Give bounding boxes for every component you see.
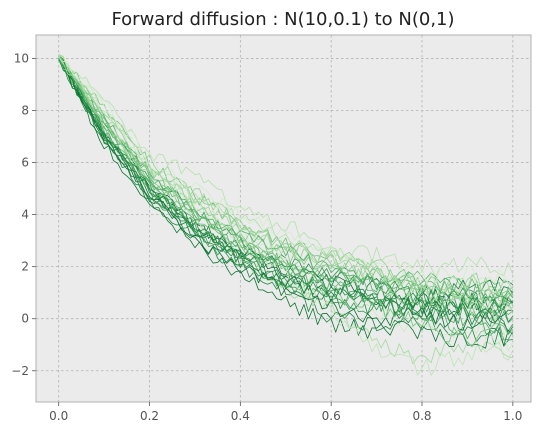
plot-area [35,34,532,403]
series-line-7 [58,54,514,278]
series-line-26 [58,58,514,348]
y-tick-label-3: 4 [21,208,29,222]
x-tick-label-0: 0.0 [49,409,68,423]
series-layer [58,54,514,376]
y-tick-label-5: 8 [21,103,29,117]
series-line-15 [58,58,514,340]
series-line-4 [58,58,513,347]
x-tick-label-2: 0.4 [231,409,250,423]
y-axis: −2 0 2 4 6 8 10 [11,51,36,378]
series-line-19 [58,58,514,376]
series-line-24 [58,55,514,322]
y-tick-label-4: 6 [21,156,29,170]
x-tick-label-1: 0.2 [140,409,159,423]
series-line-13 [58,56,514,352]
series-line-28 [58,58,514,320]
series-line-25 [58,59,514,335]
y-tick-label-1: 0 [21,312,29,326]
series-line-27 [58,56,513,285]
series-line-10 [58,59,513,365]
y-tick-label-0: −2 [11,364,29,378]
x-tick-label-3: 0.6 [322,409,341,423]
y-tick-label-2: 2 [21,260,29,274]
series-line-17 [58,59,514,349]
x-axis: 0.0 0.2 0.4 0.6 0.8 1.0 [49,402,522,423]
x-tick-label-5: 1.0 [503,409,522,423]
x-tick-label-4: 0.8 [412,409,431,423]
y-tick-label-6: 10 [14,51,29,65]
series-line-29 [58,55,514,300]
series-line-16 [58,54,513,314]
series-line-22 [58,56,513,331]
chart-title: Forward diffusion : N(10,0.1) to N(0,1) [111,9,454,30]
